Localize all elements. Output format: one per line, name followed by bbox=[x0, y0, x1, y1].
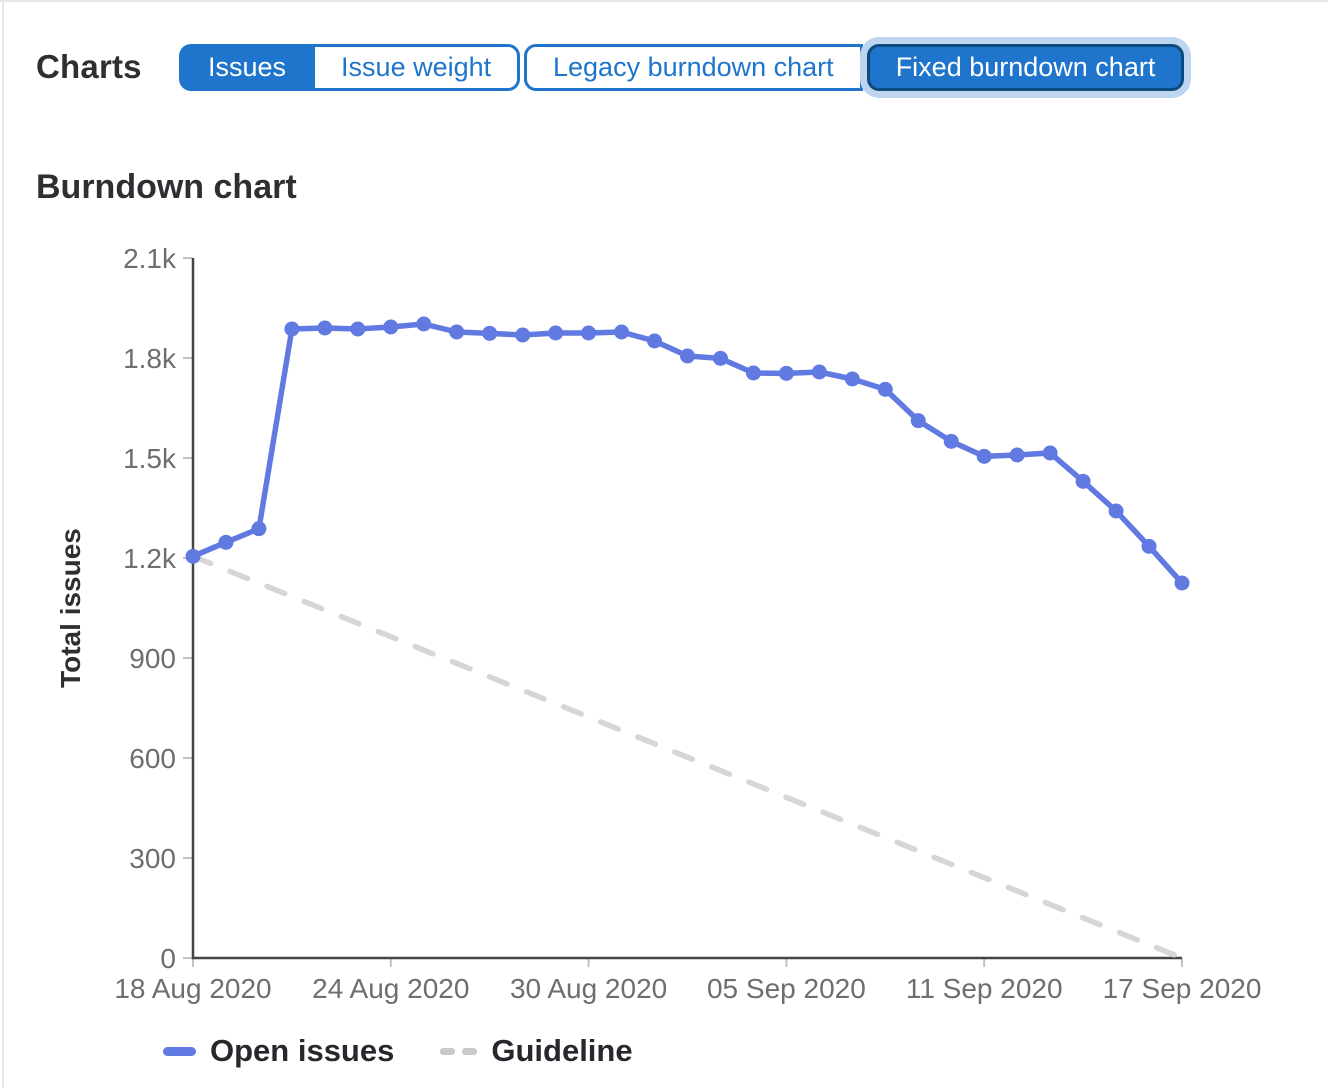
left-divider bbox=[2, 0, 4, 1088]
svg-text:600: 600 bbox=[129, 743, 176, 774]
svg-text:900: 900 bbox=[129, 643, 176, 674]
legend-label: Guideline bbox=[491, 1033, 633, 1068]
svg-text:0: 0 bbox=[160, 943, 176, 974]
page-title: Burndown chart bbox=[36, 168, 297, 206]
legend-item-open-issues: Open issues bbox=[163, 1033, 394, 1069]
svg-text:24 Aug 2020: 24 Aug 2020 bbox=[312, 973, 469, 1004]
burndown-chart: 0 300 600 900 1.2k 1.5k 1.8k 2.1k 18 Aug 2020 24 … bbox=[55, 243, 1262, 1004]
svg-text:05 Sep 2020: 05 Sep 2020 bbox=[707, 973, 866, 1004]
legend-item-guideline: Guideline bbox=[440, 1033, 633, 1069]
svg-text:1.8k: 1.8k bbox=[123, 343, 177, 374]
chart-type-toggle: Legacy burndown chart Fixed burndown cha… bbox=[524, 44, 1185, 91]
svg-text:17 Sep 2020: 17 Sep 2020 bbox=[1103, 973, 1262, 1004]
legacy-burndown-chart-button[interactable]: Legacy burndown chart bbox=[524, 44, 863, 91]
toggle-issue-weight-button[interactable]: Issue weight bbox=[312, 44, 521, 91]
svg-text:30 Aug 2020: 30 Aug 2020 bbox=[510, 973, 667, 1004]
issues-weight-toggle: Issues Issue weight bbox=[179, 44, 521, 91]
toggle-issues-button[interactable]: Issues bbox=[179, 44, 313, 91]
svg-text:Total issues: Total issues bbox=[55, 528, 86, 688]
open-issues-line-swatch bbox=[163, 1046, 196, 1056]
svg-text:11 Sep 2020: 11 Sep 2020 bbox=[906, 973, 1063, 1004]
chart-legend: Open issues Guideline bbox=[163, 1033, 633, 1069]
svg-text:18 Aug 2020: 18 Aug 2020 bbox=[114, 973, 271, 1004]
charts-label: Charts bbox=[36, 48, 142, 85]
svg-text:1.2k: 1.2k bbox=[123, 543, 177, 574]
top-divider bbox=[0, 0, 1328, 2]
svg-text:2.1k: 2.1k bbox=[123, 243, 177, 274]
fixed-burndown-chart-button[interactable]: Fixed burndown chart bbox=[866, 44, 1185, 91]
svg-text:1.5k: 1.5k bbox=[123, 443, 177, 474]
svg-text:300: 300 bbox=[129, 843, 176, 874]
legend-label: Open issues bbox=[210, 1033, 395, 1068]
guideline-dash-swatch bbox=[440, 1047, 478, 1055]
